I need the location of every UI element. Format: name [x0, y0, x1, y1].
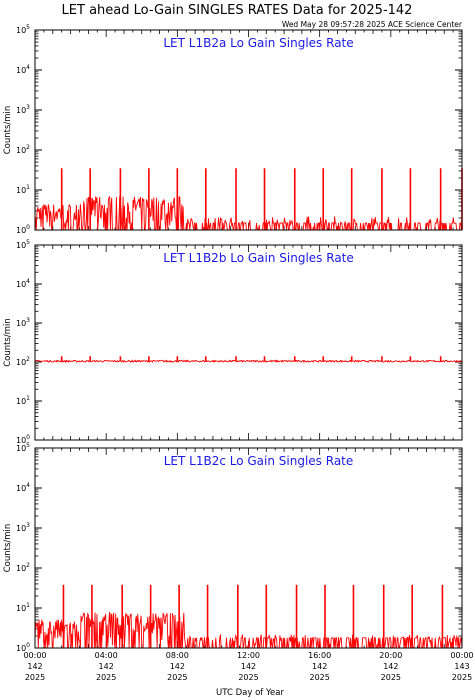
y-tick-exponent: 2	[26, 144, 30, 151]
y-tick-exponent: 3	[26, 104, 30, 111]
panels: LET L1B2a Lo Gain Singles Rate Counts/min…	[3, 24, 463, 653]
y-tick-label: 105	[16, 442, 30, 453]
y-tick-exponent: 3	[26, 317, 30, 324]
x-tick-label-time: 08:00	[166, 651, 189, 660]
y-tick-label: 101	[16, 602, 30, 613]
y-tick-label: 103	[16, 317, 30, 328]
panel-title: LET L1B2b Lo Gain Singles Rate	[163, 251, 354, 265]
y-tick-exponent: 0	[26, 224, 30, 231]
x-tick-label-time: 04:00	[95, 651, 118, 660]
x-tick-label-doy: 142	[170, 662, 185, 671]
y-tick-exponent: 3	[26, 522, 30, 529]
y-tick-label: 104	[16, 482, 30, 493]
y-tick-label: 103	[16, 104, 30, 115]
panel-frame	[34, 447, 463, 649]
x-axis: 00:00 142 2025 04:00 142 2025 08:00 142 2025 12:0…	[23, 651, 473, 682]
y-tick-label: 105	[16, 239, 30, 250]
x-tick-label-time: 00:00	[23, 651, 46, 660]
y-tick-exponent: 4	[26, 482, 30, 489]
series-line	[34, 359, 463, 364]
timestamp: Wed May 28 09:57:28 2025 ACE Science Cen…	[282, 20, 463, 29]
x-tick-label-doy: 142	[241, 662, 256, 671]
x-tick-label-year: 2025	[167, 673, 187, 682]
panel-frame	[34, 244, 463, 441]
y-tick-exponent: 4	[26, 64, 30, 71]
y-tick-label: 105	[16, 24, 30, 35]
panel-title: LET L1B2a Lo Gain Singles Rate	[163, 36, 353, 50]
x-tick-label-doy: 142	[99, 662, 114, 671]
y-tick-label: 100	[16, 434, 30, 445]
y-tick-exponent: 5	[26, 24, 30, 31]
figure-title: LET ahead Lo-Gain SINGLES RATES Data for…	[62, 3, 413, 18]
panel-2: LET L1B2b Lo Gain Singles Rate Counts/min…	[3, 239, 463, 445]
x-tick-label-time: 16:00	[308, 651, 331, 660]
x-tick-label-doy: 142	[312, 662, 327, 671]
x-tick-label-year: 2025	[96, 673, 116, 682]
y-tick-exponent: 1	[26, 602, 30, 609]
x-tick-label-doy: 142	[383, 662, 398, 671]
y-tick-exponent: 5	[26, 442, 30, 449]
panel-frame	[34, 29, 463, 231]
x-tick-label-doy: 142	[27, 662, 42, 671]
y-tick-label: 102	[16, 144, 30, 155]
x-tick-label-year: 2025	[381, 673, 401, 682]
y-tick-label: 101	[16, 184, 30, 195]
y-tick-label: 102	[16, 562, 30, 573]
series-line	[34, 612, 463, 650]
x-tick-label-time: 12:00	[237, 651, 260, 660]
y-tick-exponent: 2	[26, 562, 30, 569]
y-tick-label: 100	[16, 642, 30, 653]
y-tick-label: 101	[16, 395, 30, 406]
y-tick-exponent: 2	[26, 356, 30, 363]
x-tick-label-time: 20:00	[379, 651, 402, 660]
y-axis-label: Counts/min	[3, 524, 13, 573]
y-axis-label: Counts/min	[3, 106, 13, 155]
y-axis-label: Counts/min	[3, 318, 13, 367]
panel-1: LET L1B2a Lo Gain Singles Rate Counts/min…	[3, 24, 463, 235]
x-tick-label-time: 00:00	[450, 651, 473, 660]
panel-title: LET L1B2c Lo Gain Singles Rate	[164, 454, 354, 468]
y-tick-label: 104	[16, 278, 30, 289]
y-tick-exponent: 1	[26, 184, 30, 191]
y-tick-exponent: 1	[26, 395, 30, 402]
y-tick-exponent: 0	[26, 434, 30, 441]
x-tick-label-year: 2025	[25, 673, 45, 682]
y-tick-label: 104	[16, 64, 30, 75]
x-axis-label: UTC Day of Year	[216, 688, 284, 698]
y-tick-label: 102	[16, 356, 30, 367]
x-tick-label-year: 2025	[309, 673, 329, 682]
panel-3: LET L1B2c Lo Gain Singles Rate Counts/min…	[3, 442, 463, 653]
x-tick-label-year: 2025	[452, 673, 472, 682]
y-tick-label: 100	[16, 224, 30, 235]
y-tick-label: 103	[16, 522, 30, 533]
y-tick-exponent: 5	[26, 239, 30, 246]
y-tick-exponent: 4	[26, 278, 30, 285]
y-tick-exponent: 0	[26, 642, 30, 649]
x-tick-label-year: 2025	[238, 673, 258, 682]
x-tick-label-doy: 143	[454, 662, 469, 671]
